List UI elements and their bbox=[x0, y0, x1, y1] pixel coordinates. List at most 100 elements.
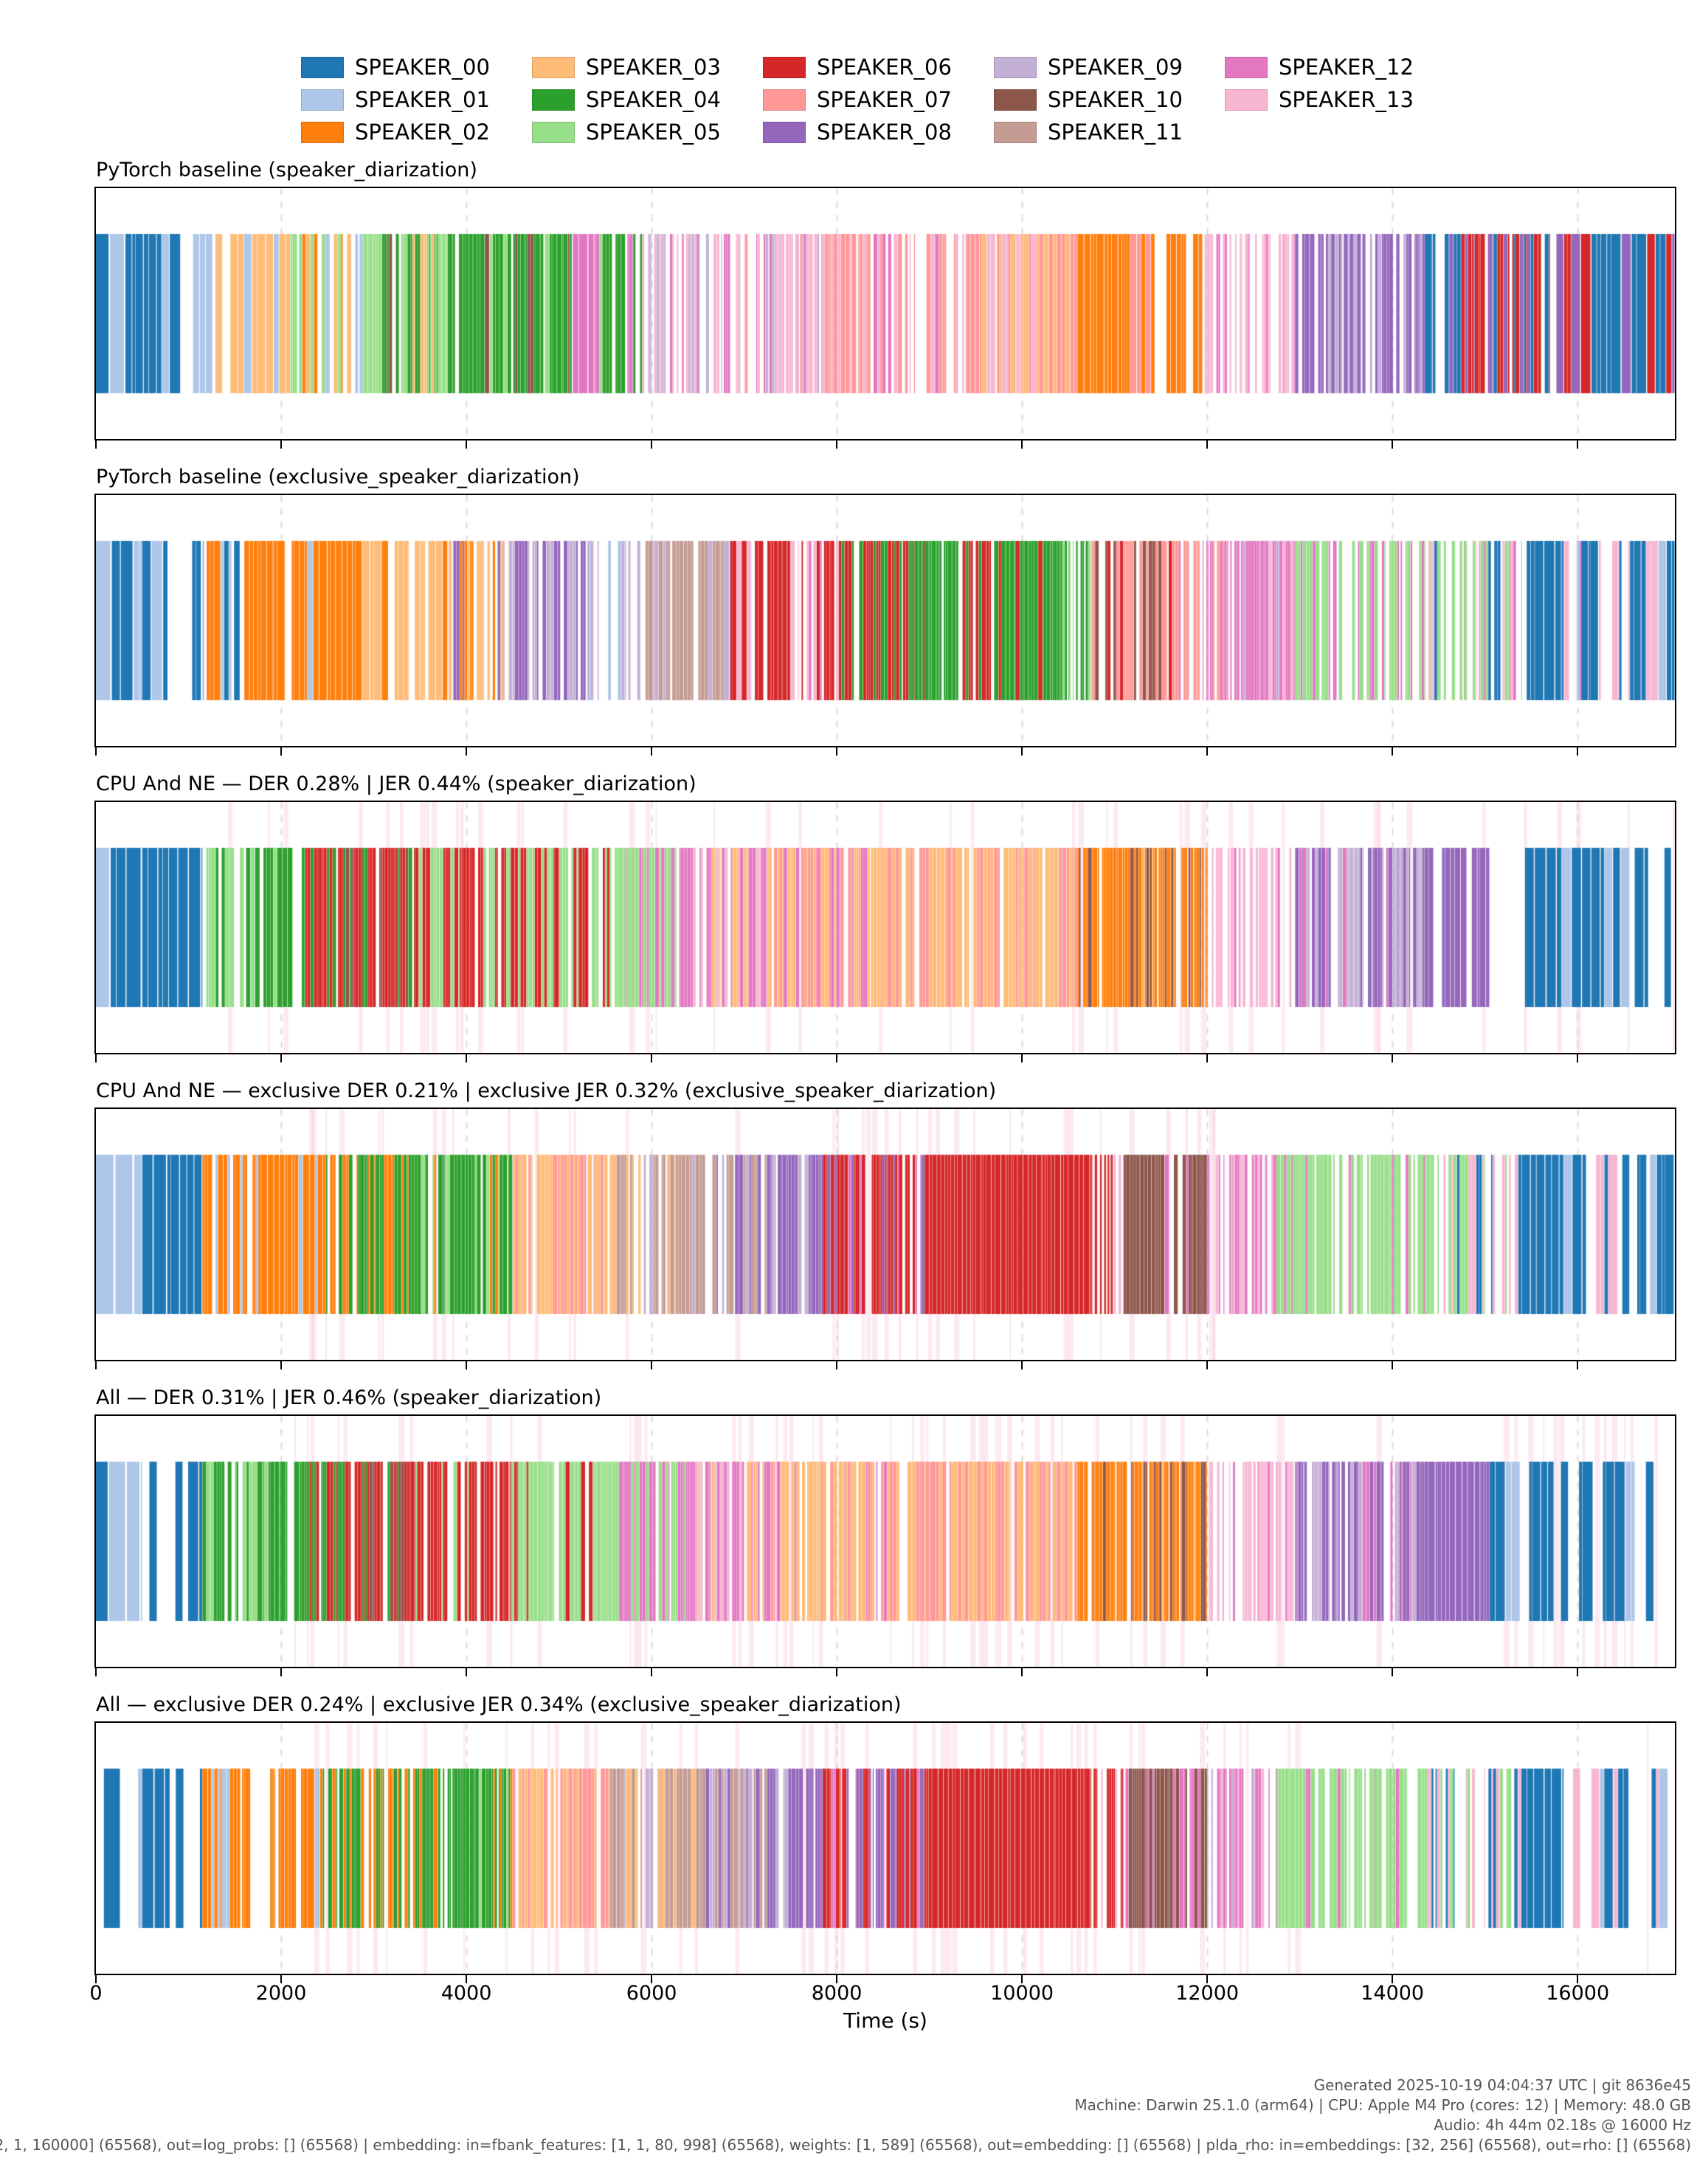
x-tick-mark bbox=[1577, 1667, 1579, 1676]
legend-item: SPEAKER_10 bbox=[994, 87, 1183, 112]
diarization-plot bbox=[94, 1721, 1676, 1975]
legend-item: SPEAKER_11 bbox=[994, 120, 1183, 145]
diarization-band-canvas bbox=[96, 495, 1675, 746]
legend-swatch bbox=[301, 121, 344, 143]
x-tick-mark bbox=[651, 1974, 653, 1983]
legend-label: SPEAKER_05 bbox=[586, 120, 721, 145]
legend-item: SPEAKER_01 bbox=[301, 87, 490, 112]
legend-label: SPEAKER_08 bbox=[817, 120, 952, 145]
x-tick-mark bbox=[1206, 1053, 1209, 1062]
x-tick-mark bbox=[95, 746, 97, 756]
legend-item: SPEAKER_04 bbox=[532, 87, 721, 112]
x-tick-mark bbox=[95, 1360, 97, 1369]
diarization-plot bbox=[94, 1107, 1676, 1361]
x-tick-mark bbox=[1021, 1667, 1023, 1676]
x-tick-mark bbox=[1392, 1974, 1394, 1983]
x-tick-mark bbox=[1206, 1974, 1209, 1983]
legend-item: SPEAKER_09 bbox=[994, 55, 1183, 80]
legend-label: SPEAKER_07 bbox=[817, 87, 952, 112]
legend-swatch bbox=[994, 89, 1037, 111]
diarization-band-canvas bbox=[96, 1723, 1675, 1974]
x-tick-mark bbox=[1577, 746, 1579, 756]
x-tick-label: 0 bbox=[89, 1982, 103, 2005]
x-tick-mark bbox=[1577, 1053, 1579, 1062]
legend-swatch bbox=[763, 56, 806, 78]
x-tick-mark bbox=[280, 439, 283, 449]
x-tick-mark bbox=[1206, 746, 1209, 756]
x-tick-label: 4000 bbox=[440, 1982, 492, 2005]
legend-item: SPEAKER_05 bbox=[532, 120, 721, 145]
x-tick-mark bbox=[836, 1667, 838, 1676]
diarization-band-canvas bbox=[96, 188, 1675, 439]
x-tick-mark bbox=[1021, 439, 1023, 449]
x-tick-label: 6000 bbox=[626, 1982, 677, 2005]
x-tick-mark bbox=[1392, 1667, 1394, 1676]
panel-title: PyTorch baseline (exclusive_speaker_diar… bbox=[96, 466, 580, 488]
legend-label: SPEAKER_00 bbox=[355, 55, 490, 80]
panel-title: All — exclusive DER 0.24% | exclusive JE… bbox=[96, 1693, 902, 1716]
legend-swatch bbox=[1225, 89, 1268, 111]
x-tick-mark bbox=[280, 1360, 283, 1369]
x-tick-label: 2000 bbox=[255, 1982, 307, 2005]
x-tick-mark bbox=[1577, 439, 1579, 449]
x-tick-mark bbox=[651, 746, 653, 756]
diarization-plot bbox=[94, 801, 1676, 1054]
diarization-plot bbox=[94, 1414, 1676, 1668]
x-tick-mark bbox=[836, 439, 838, 449]
x-tick-mark bbox=[280, 1667, 283, 1676]
panel-title: CPU And NE — exclusive DER 0.21% | exclu… bbox=[96, 1079, 997, 1102]
x-tick-mark bbox=[651, 1360, 653, 1369]
legend-swatch bbox=[994, 56, 1037, 78]
x-tick-mark bbox=[95, 1974, 97, 1983]
legend-item: SPEAKER_08 bbox=[763, 120, 952, 145]
x-tick-mark bbox=[1021, 1360, 1023, 1369]
x-tick-mark bbox=[1021, 1053, 1023, 1062]
x-tick-mark bbox=[466, 746, 468, 756]
x-tick-label: 16000 bbox=[1546, 1982, 1610, 2005]
panel-title: CPU And NE — DER 0.28% | JER 0.44% (spea… bbox=[96, 773, 697, 795]
legend-item: SPEAKER_02 bbox=[301, 120, 490, 145]
legend-label: SPEAKER_01 bbox=[355, 87, 490, 112]
legend-label: SPEAKER_06 bbox=[817, 55, 952, 80]
legend-swatch bbox=[532, 56, 575, 78]
x-tick-mark bbox=[466, 1667, 468, 1676]
x-tick-mark bbox=[1206, 439, 1209, 449]
x-tick-mark bbox=[280, 746, 283, 756]
x-tick-mark bbox=[1392, 439, 1394, 449]
x-tick-mark bbox=[95, 439, 97, 449]
x-tick-mark bbox=[1577, 1974, 1579, 1983]
x-tick-mark bbox=[466, 439, 468, 449]
x-tick-mark bbox=[1206, 1667, 1209, 1676]
x-tick-mark bbox=[651, 1667, 653, 1676]
legend-label: SPEAKER_10 bbox=[1048, 87, 1183, 112]
x-tick-mark bbox=[836, 1360, 838, 1369]
x-tick-mark bbox=[1392, 746, 1394, 756]
x-tick-mark bbox=[280, 1053, 283, 1062]
legend-swatch bbox=[1225, 56, 1268, 78]
legend-swatch bbox=[301, 89, 344, 111]
x-tick-mark bbox=[1021, 746, 1023, 756]
x-tick-mark bbox=[280, 1974, 283, 1983]
legend-label: SPEAKER_02 bbox=[355, 120, 490, 145]
x-tick-label: 10000 bbox=[990, 1982, 1054, 2005]
legend-item: SPEAKER_12 bbox=[1225, 55, 1414, 80]
legend-item: SPEAKER_13 bbox=[1225, 87, 1414, 112]
legend-label: SPEAKER_12 bbox=[1279, 55, 1414, 80]
footer-machine-line: Machine: Darwin 25.1.0 (arm64) | CPU: Ap… bbox=[1074, 2096, 1691, 2114]
x-tick-label: 8000 bbox=[811, 1982, 863, 2005]
panel-title: PyTorch baseline (speaker_diarization) bbox=[96, 159, 477, 182]
x-tick-mark bbox=[466, 1974, 468, 1983]
legend-label: SPEAKER_04 bbox=[586, 87, 721, 112]
diarization-plot bbox=[94, 494, 1676, 747]
diarization-band-canvas bbox=[96, 802, 1675, 1053]
x-tick-mark bbox=[466, 1360, 468, 1369]
x-tick-mark bbox=[651, 1053, 653, 1062]
legend-item: SPEAKER_03 bbox=[532, 55, 721, 80]
legend-item: SPEAKER_00 bbox=[301, 55, 490, 80]
legend-swatch bbox=[763, 121, 806, 143]
footer-generated-line: Generated 2025-10-19 04:04:37 UTC | git … bbox=[1313, 2076, 1691, 2094]
diarization-plot bbox=[94, 187, 1676, 440]
legend-swatch bbox=[301, 56, 344, 78]
legend-label: SPEAKER_09 bbox=[1048, 55, 1183, 80]
x-tick-mark bbox=[651, 439, 653, 449]
